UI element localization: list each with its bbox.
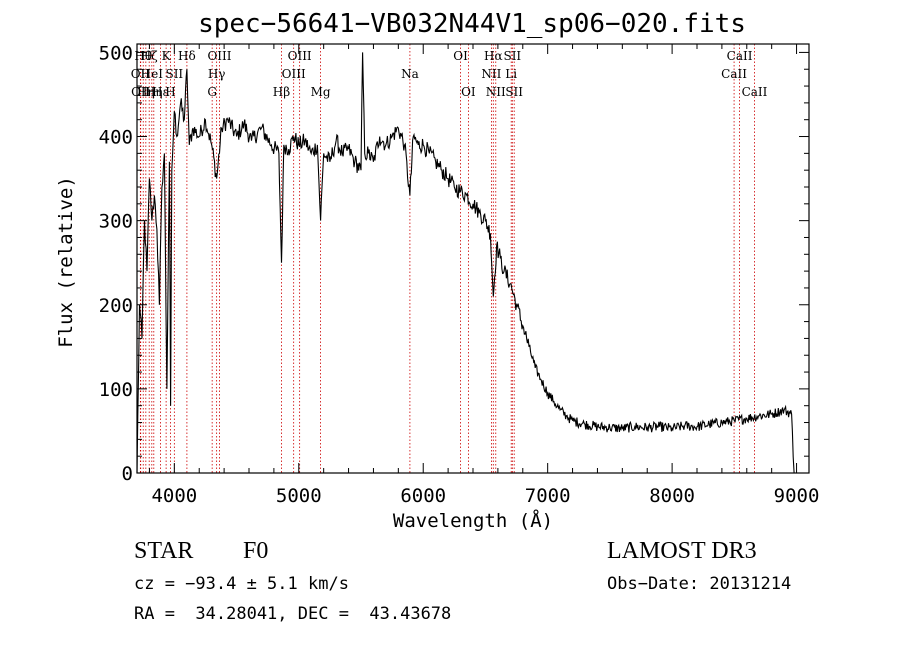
line-label-29: CaII [727,49,753,63]
line-label-7: Hε [152,85,169,99]
line-label-18: Mg [311,85,331,99]
spectrum-line [136,52,795,474]
plot-frame [136,43,810,474]
spectral-line-labels: OIIOIIHθHηHζHeIHηHεKHSIIHδGHγOIIIHβOIIIO… [131,49,768,99]
line-label-3: Hη [137,85,155,99]
line-label-20: OI [453,49,468,63]
y-axis-ticks: 0 100 200 300 400 500 [99,42,809,485]
line-label-24: NII [486,85,506,99]
x-axis-ticks: 4000 5000 6000 7000 8000 9000 [148,44,820,507]
line-label-15: Hβ [273,85,290,99]
y-tick-label-0: 0 [122,463,133,485]
x-tick-label-3: 7000 [525,485,571,507]
line-label-1: OII [131,85,151,99]
line-label-9: H [165,85,175,99]
line-label-19: Na [401,67,419,81]
x-tick-label-2: 6000 [400,485,446,507]
y-tick-label-3: 300 [99,211,133,233]
line-label-11: Hδ [178,49,196,63]
y-tick-label-5: 500 [99,42,133,64]
line-label-4: Hζ [141,49,158,63]
line-label-26: SII [503,49,521,63]
line-label-10: SII [165,67,183,81]
spectral-line-markers [139,44,755,473]
y-tick-label-2: 200 [99,295,133,317]
y-tick-label-4: 400 [99,127,133,149]
line-label-16: OIII [282,67,306,81]
line-label-25: Li [505,67,517,81]
line-label-5: HeI [141,67,164,81]
line-label-30: CaII [742,85,768,99]
line-label-13: Hγ [208,67,226,81]
line-label-28: CaII [721,67,747,81]
line-label-22: NII [481,67,501,81]
x-tick-label-1: 5000 [276,485,322,507]
chart-title: spec−56641−VB032N44V1_sp06−020.fits [198,9,746,39]
line-label-23: Hα [484,49,503,63]
x-axis-label: Wavelength (Å) [393,509,553,532]
y-tick-label-1: 100 [99,379,133,401]
y-axis-label: Flux (relative) [55,176,77,348]
line-label-14: OIII [207,49,231,63]
line-label-0: OII [131,67,151,81]
line-label-12: G [207,85,217,99]
line-label-8: K [162,49,172,63]
line-label-21: OI [461,85,476,99]
object-class: STAR [134,538,194,564]
observation-date: Obs−Date: 20131214 [607,574,792,594]
survey-name: LAMOST DR3 [607,538,757,564]
x-tick-label-0: 4000 [151,485,197,507]
x-tick-label-4: 8000 [649,485,695,507]
line-label-27: SII [505,85,523,99]
line-label-17: OIII [288,49,312,63]
sky-coordinates: RA = 34.28041, DEC = 43.43678 [134,604,452,624]
object-subclass: F0 [243,538,269,564]
x-tick-label-5: 9000 [774,485,820,507]
redshift-cz: cz = −93.4 ± 5.1 km/s [134,574,349,594]
line-label-6: Hη [145,85,163,99]
